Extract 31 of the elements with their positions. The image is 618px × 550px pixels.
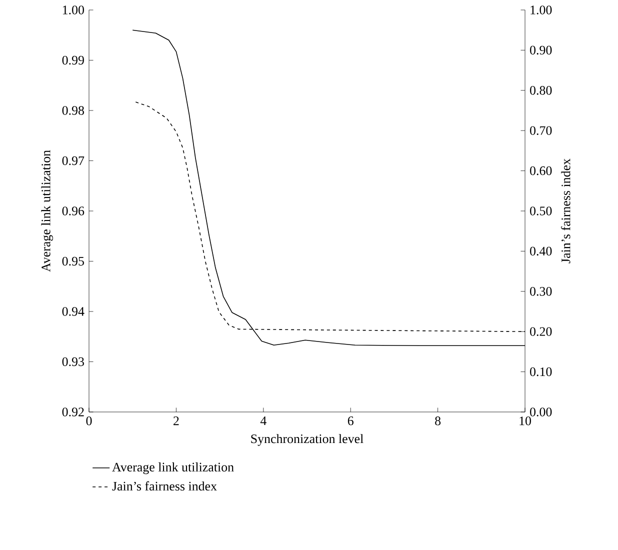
y-tick-label: 1.00: [62, 6, 84, 14]
x-tick-label: 8: [435, 416, 441, 426]
y2-tick-label: 0.60: [530, 166, 552, 176]
y2-axis-title: Jain’s fairness index: [561, 158, 570, 264]
y2-tick-label: 0.20: [530, 327, 552, 336]
y-tick-label: 0.96: [62, 206, 84, 216]
y-tick-label: 0.92: [62, 408, 84, 416]
y2-tick-label: 0.00: [530, 408, 552, 416]
y-tick-label: 0.94: [62, 307, 84, 316]
legend-label: Jain’s fairness index: [112, 481, 217, 491]
y2-tick-label: 0.30: [530, 286, 552, 296]
y-axis-title: Average link utilization: [41, 150, 53, 272]
y2-tick-label: 0.80: [530, 86, 552, 95]
y-tick-label: 0.95: [62, 256, 84, 266]
y2-tick-label: 0.50: [530, 206, 552, 216]
y-tick-label: 0.97: [62, 156, 84, 166]
y2-tick-label: 0.40: [530, 246, 552, 256]
y2-tick-label: 0.90: [530, 46, 552, 55]
y-tick-label: 0.99: [62, 56, 84, 65]
y-tick-label: 0.93: [62, 357, 84, 366]
y2-tick-label: 0.70: [530, 126, 552, 135]
x-tick-label: 2: [174, 416, 179, 426]
y-tick-label: 0.98: [62, 106, 84, 115]
y2-tick-label: 0.10: [530, 367, 552, 376]
x-axis-title: Synchronization level: [251, 434, 364, 446]
x-tick-label: 4: [260, 416, 266, 426]
x-tick-label: 6: [348, 416, 354, 426]
y2-tick-label: 1.00: [530, 6, 552, 14]
x-tick-label: 0: [86, 416, 92, 426]
legend-label: Average link utilization: [112, 462, 234, 474]
x-tick-label: 10: [520, 416, 531, 426]
